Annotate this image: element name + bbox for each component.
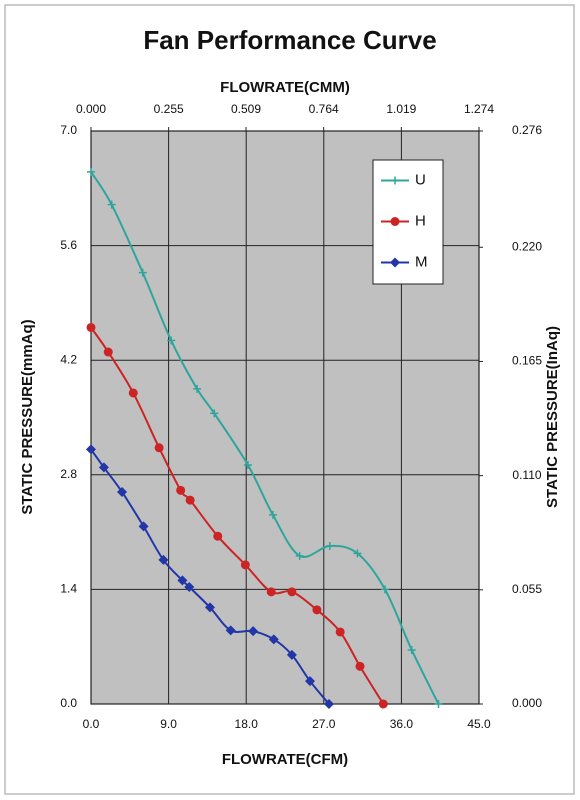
x2-tick-label: 0.509 xyxy=(231,102,261,116)
marker xyxy=(287,587,297,597)
marker xyxy=(240,560,250,570)
marker xyxy=(407,645,416,654)
x2-tick-label: 0.000 xyxy=(76,102,106,116)
marker xyxy=(353,549,362,558)
marker xyxy=(204,602,215,613)
y2-tick-label: 0.000 xyxy=(512,696,542,710)
marker xyxy=(325,542,334,551)
chart-title: Fan Performance Curve xyxy=(143,25,436,55)
x2-tick-label: 0.764 xyxy=(309,102,339,116)
marker xyxy=(158,554,169,565)
marker xyxy=(295,551,304,560)
plot-border xyxy=(90,130,480,705)
marker xyxy=(117,486,128,497)
marker xyxy=(128,388,138,398)
marker xyxy=(312,605,322,615)
marker xyxy=(390,217,400,226)
x-tick-label: 9.0 xyxy=(160,717,177,731)
marker xyxy=(391,176,399,185)
x2-tick-label: 0.255 xyxy=(154,102,184,116)
marker xyxy=(176,485,186,495)
y2-tick-label: 0.276 xyxy=(512,123,542,137)
marker xyxy=(381,585,390,594)
marker xyxy=(193,384,202,393)
x-tick-label: 27.0 xyxy=(312,717,336,731)
marker xyxy=(184,581,195,592)
marker xyxy=(185,495,195,505)
y2-tick-label: 0.220 xyxy=(512,239,542,253)
x2-tick-label: 1.019 xyxy=(386,102,416,116)
marker xyxy=(323,699,334,709)
x2-tick-label: 1.274 xyxy=(464,102,494,116)
marker xyxy=(103,347,113,357)
x2-axis-label: FLOWRATE(CMM) xyxy=(220,79,350,96)
marker xyxy=(266,587,276,597)
marker xyxy=(213,531,223,541)
marker xyxy=(305,676,316,687)
y-tick-label: 7.0 xyxy=(60,123,77,137)
marker xyxy=(355,661,365,671)
marker xyxy=(268,510,277,519)
y-tick-label: 1.4 xyxy=(60,582,77,596)
x-tick-label: 18.0 xyxy=(235,717,259,731)
y2-tick-label: 0.110 xyxy=(512,468,541,482)
x-tick-label: 0.0 xyxy=(83,717,100,731)
legend-label: M xyxy=(415,253,428,270)
marker xyxy=(177,575,188,586)
marker xyxy=(167,336,176,345)
y-tick-label: 5.6 xyxy=(60,238,77,252)
y-tick-label: 2.8 xyxy=(60,467,77,481)
marker xyxy=(286,649,297,660)
marker xyxy=(154,443,164,453)
y-tick-label: 0.0 xyxy=(60,696,77,710)
marker xyxy=(268,634,279,645)
y-axis-label: STATIC PRESSURE(mmAq) xyxy=(19,319,36,514)
marker xyxy=(390,257,400,268)
marker xyxy=(138,521,149,532)
x-tick-label: 45.0 xyxy=(467,717,491,731)
marker xyxy=(243,460,252,469)
marker xyxy=(434,700,443,708)
legend-label: U xyxy=(415,171,426,188)
marker xyxy=(335,627,345,637)
marker xyxy=(87,167,95,176)
y2-tick-label: 0.055 xyxy=(512,582,542,596)
marker xyxy=(86,444,96,455)
marker xyxy=(225,625,236,636)
x-axis-label: FLOWRATE(CFM) xyxy=(222,751,348,768)
y2-axis-label: STATIC PRESSURE(InAq) xyxy=(544,326,561,508)
marker xyxy=(98,462,109,473)
x-tick-label: 36.0 xyxy=(390,717,414,731)
marker xyxy=(378,699,388,709)
marker xyxy=(210,409,219,418)
marker xyxy=(86,322,96,332)
legend-label: H xyxy=(415,212,426,229)
y-tick-label: 4.2 xyxy=(60,352,77,366)
marker xyxy=(107,200,116,209)
marker xyxy=(248,626,259,637)
y2-tick-label: 0.165 xyxy=(512,354,542,368)
marker xyxy=(138,268,147,277)
